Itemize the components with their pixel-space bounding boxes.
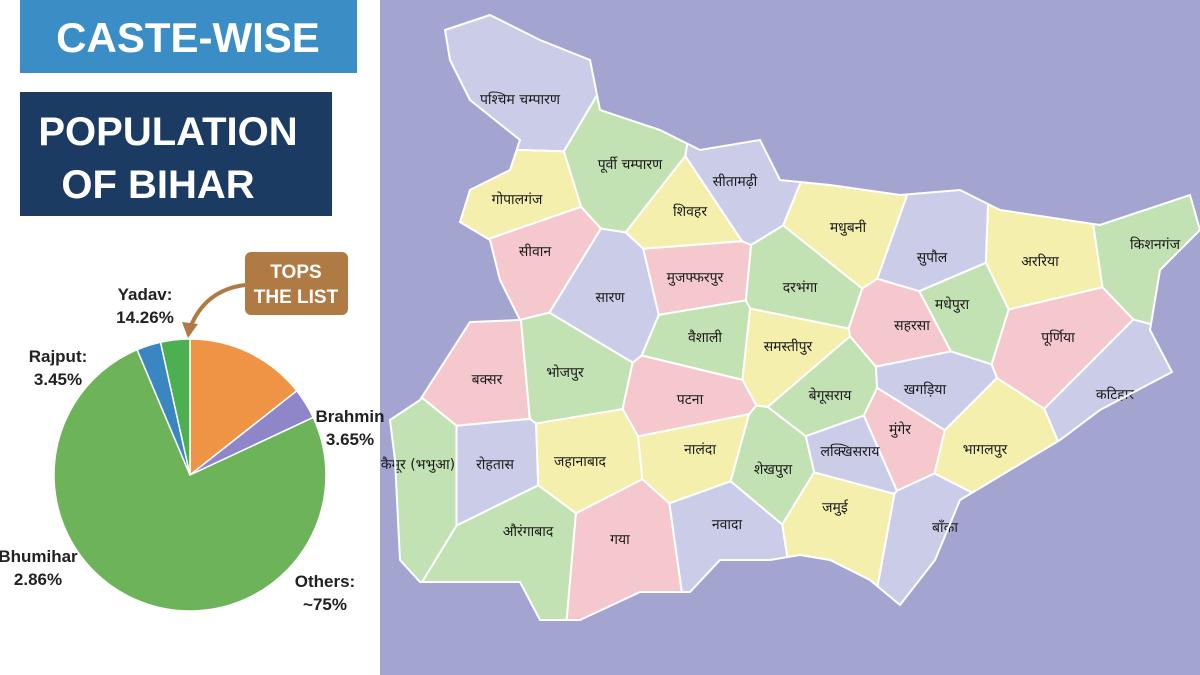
pie: Yadav: 14.26% Brahmin 3.65% Others: ~75% Bhumi… xyxy=(0,285,384,614)
district-label: समस्तीपुर xyxy=(764,338,813,355)
district-label: नवादा xyxy=(712,517,743,533)
callout-box xyxy=(245,252,348,315)
pie-label: Yadav: xyxy=(118,285,173,304)
district-label: शिवहर xyxy=(673,203,707,220)
district-label: लक्खिसराय xyxy=(820,443,880,460)
pie-slice xyxy=(53,348,327,612)
district-label: कटिहार xyxy=(1096,386,1134,403)
district-label: कैमूर (भभुआ) xyxy=(381,456,455,473)
callout-arrow xyxy=(188,283,246,329)
district-label: खगड़िया xyxy=(904,381,947,398)
district-label: मधुबनी xyxy=(830,219,867,236)
district-label: बक्सर xyxy=(472,372,503,388)
map-labels: पश्चिम चम्पारण पूर्वी चम्पारण सीतामढ़ी शिवह… xyxy=(381,13,1200,621)
district-label: गया xyxy=(610,532,630,548)
district-label: नालंदा xyxy=(684,442,716,458)
pie-label: Others: xyxy=(295,572,355,591)
pie-value-label: 3.65% xyxy=(326,430,374,449)
district-label: बेगूसराय xyxy=(809,387,853,404)
district-label: सारण xyxy=(596,290,626,306)
district-label: सीतामढ़ी xyxy=(713,173,758,190)
callout-arrowhead xyxy=(182,322,198,338)
district-label: दरभंगा xyxy=(783,280,818,296)
district-label: मुंगेर xyxy=(889,421,911,438)
district-label: जहानाबाद xyxy=(554,454,606,470)
title-box xyxy=(20,0,357,73)
pie-label: Rajput: xyxy=(29,347,88,366)
district-label: सीवान xyxy=(519,243,551,260)
district-label: पूर्वी चम्पारण xyxy=(598,156,663,173)
subtitle-box xyxy=(20,92,332,216)
district-label: शेखपुरा xyxy=(754,461,793,478)
pie-slice xyxy=(189,338,298,477)
district-label: सुपौल xyxy=(917,249,948,266)
district-label: अररिया xyxy=(1021,253,1059,270)
pie-value-label: ~75% xyxy=(303,595,347,614)
district-label: गोपालगंज xyxy=(492,191,543,208)
pie-value-label: 2.86% xyxy=(14,570,62,589)
callout-text: THE LIST xyxy=(254,287,339,308)
district-label: जमुई xyxy=(822,499,849,516)
district-label: पूर्णिया xyxy=(1041,329,1075,346)
state-border xyxy=(388,13,1200,621)
subtitle: OF BIHAR xyxy=(61,163,254,207)
district-label: भोजपुर xyxy=(546,364,584,381)
district-label: सहरसा xyxy=(894,318,930,334)
pie-label: Brahmin xyxy=(316,407,385,426)
subtitle: POPULATION xyxy=(38,110,297,154)
pie-slice xyxy=(159,338,191,476)
district-label: औरंगाबाद xyxy=(503,523,554,540)
district-label: पश्चिम चम्पारण xyxy=(480,91,561,108)
district-label: मधेपुरा xyxy=(935,296,970,313)
pie-label: Bhumihar xyxy=(0,547,78,566)
district-label: बाँका xyxy=(932,519,958,536)
district-label: रोहतास xyxy=(476,456,514,473)
district-label: पटना xyxy=(677,392,704,408)
district-label: भागलपुर xyxy=(963,442,1008,458)
title: CASTE-WISE xyxy=(56,14,320,61)
callout-text: TOPS xyxy=(270,262,321,283)
pie-value-label: 14.26% xyxy=(116,308,174,327)
district-label: वैशाली xyxy=(688,329,722,346)
district-label: किशनगंज xyxy=(1130,236,1181,253)
district-label: मुजफ्फरपुर xyxy=(667,270,724,286)
pie-value-label: 3.45% xyxy=(34,370,82,389)
